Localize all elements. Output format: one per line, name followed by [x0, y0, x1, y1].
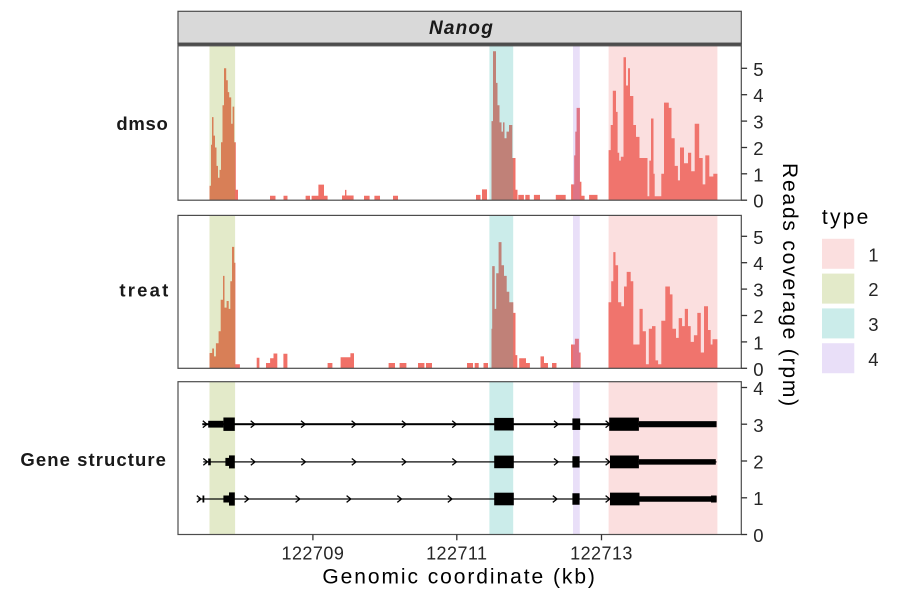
svg-text:3: 3	[753, 280, 763, 301]
svg-text:0: 0	[753, 525, 763, 546]
svg-text:1: 1	[753, 164, 763, 185]
svg-text:treat: treat	[119, 279, 170, 300]
svg-text:2: 2	[753, 306, 763, 327]
svg-text:1: 1	[868, 244, 878, 265]
svg-text:4: 4	[868, 349, 878, 370]
svg-text:Gene structure: Gene structure	[20, 449, 167, 470]
svg-text:4: 4	[753, 378, 763, 399]
svg-text:3: 3	[753, 112, 763, 133]
svg-text:1: 1	[753, 488, 763, 509]
svg-text:type: type	[822, 206, 871, 229]
svg-text:dmso: dmso	[116, 113, 168, 134]
svg-text:2: 2	[753, 138, 763, 159]
svg-text:122711: 122711	[426, 544, 487, 564]
svg-text:2: 2	[868, 279, 878, 300]
svg-text:122709: 122709	[282, 544, 345, 564]
svg-text:3: 3	[868, 314, 878, 335]
svg-text:5: 5	[753, 59, 763, 80]
svg-text:4: 4	[753, 85, 763, 106]
svg-text:122713: 122713	[570, 544, 633, 564]
svg-text:Reads coverage (rpm): Reads coverage (rpm)	[778, 163, 801, 408]
svg-text:0: 0	[753, 191, 763, 212]
svg-text:0: 0	[753, 359, 763, 380]
svg-text:3: 3	[753, 415, 763, 436]
svg-text:4: 4	[753, 253, 763, 274]
svg-text:2: 2	[753, 452, 763, 473]
svg-text:Genomic coordinate (kb): Genomic coordinate (kb)	[322, 565, 597, 588]
svg-text:5: 5	[753, 227, 763, 248]
svg-text:Nanog: Nanog	[429, 18, 494, 39]
svg-text:1: 1	[753, 332, 763, 353]
